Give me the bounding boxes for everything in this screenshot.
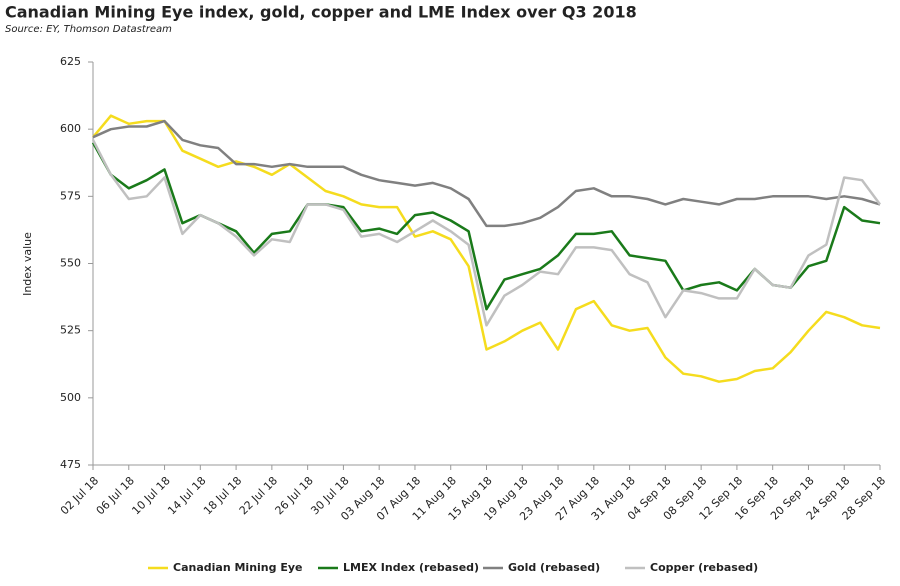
legend-label: LMEX Index (rebased) <box>343 561 479 574</box>
y-tick-label: 575 <box>60 189 81 202</box>
series-line <box>91 139 882 327</box>
series-line <box>91 141 881 311</box>
x-tick-label: 26 Jul 18 <box>273 474 316 517</box>
chart-title: Canadian Mining Eye index, gold, copper … <box>5 3 637 22</box>
y-tick-label: 550 <box>60 257 81 270</box>
chart-subtitle: Source: EY, Thomson Datastream <box>5 24 172 35</box>
x-tick-label: 18 Jul 18 <box>201 474 244 517</box>
y-tick-label: 525 <box>60 324 81 337</box>
y-tick-label: 625 <box>60 55 81 68</box>
x-tick-label: 10 Jul 18 <box>129 474 172 517</box>
y-tick-label: 500 <box>60 391 81 404</box>
series-line <box>92 114 881 383</box>
legend-label: Copper (rebased) <box>650 561 758 574</box>
y-tick-label: 475 <box>60 458 81 471</box>
y-axis-label: Index value <box>21 232 34 296</box>
x-tick-label: 14 Jul 18 <box>165 474 208 517</box>
legend-label: Gold (rebased) <box>508 561 600 574</box>
y-tick-label: 600 <box>60 122 81 135</box>
legend-label: Canadian Mining Eye <box>173 561 302 574</box>
x-tick-label: 22 Jul 18 <box>237 474 280 517</box>
x-tick-label: 02 Jul 18 <box>58 474 101 517</box>
series-line <box>92 119 881 228</box>
x-tick-label: 06 Jul 18 <box>94 474 137 517</box>
